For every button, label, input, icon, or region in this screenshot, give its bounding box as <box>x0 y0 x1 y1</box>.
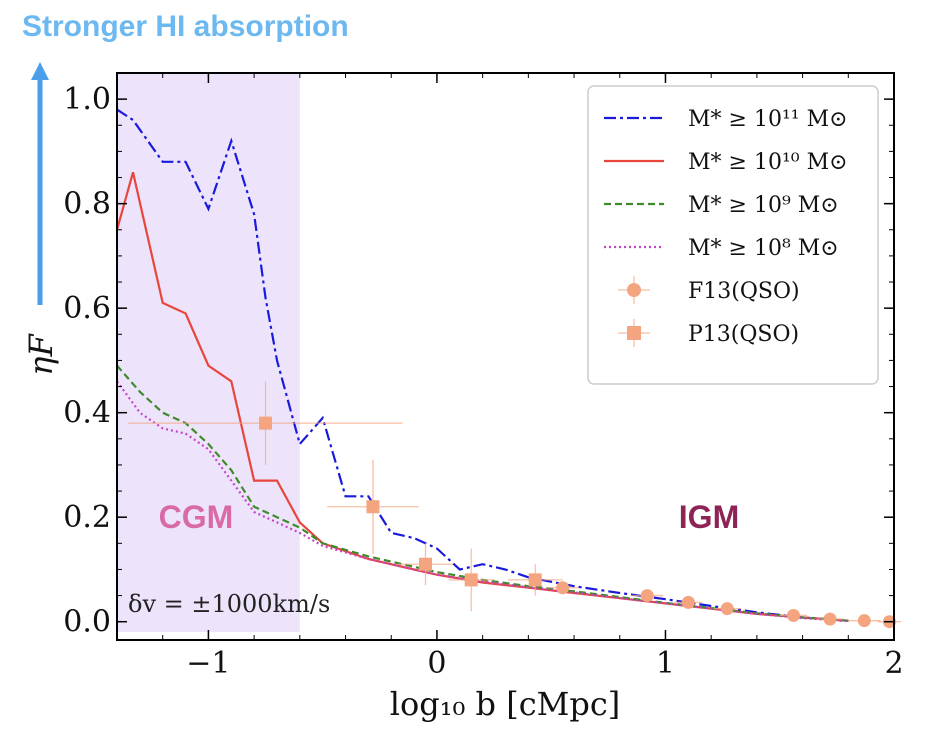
cgm-shaded-region <box>117 73 300 632</box>
y-tick-label: 0.4 <box>63 396 111 431</box>
obs-point-p13 <box>259 416 273 430</box>
legend-label-3: M* ≥ 10⁹ M⊙ <box>688 193 839 218</box>
obs-point-f13 <box>681 595 695 609</box>
x-tick-label: 2 <box>884 646 903 681</box>
obs-point-p13 <box>366 500 380 514</box>
x-tick-label: 1 <box>656 646 675 681</box>
velocity-note: δv = ±1000km/s <box>128 590 330 618</box>
legend-label-2: M* ≥ 10¹⁰ M⊙ <box>688 150 848 175</box>
plot-frame <box>116 72 895 641</box>
y-tick-label: 0.0 <box>63 605 111 640</box>
x-axis-label: log₁₀ b [cMpc] <box>390 685 621 723</box>
legend-marker-p13 <box>627 326 641 340</box>
strength-arrowhead <box>31 62 49 80</box>
banner-title: Stronger HI absorption <box>22 10 349 43</box>
obs-point-p13 <box>419 557 433 571</box>
obs-point-f13 <box>640 589 654 603</box>
legend-label-4: M* ≥ 10⁸ M⊙ <box>688 236 839 261</box>
y-tick-label: 0.6 <box>63 291 111 326</box>
y-tick-label: 0.2 <box>63 500 111 535</box>
obs-point-p13 <box>464 573 478 587</box>
obs-point-f13 <box>720 602 734 616</box>
y-tick-label: 1.0 <box>63 82 111 117</box>
obs-point-f13 <box>823 612 837 626</box>
obs-point-f13 <box>556 581 570 595</box>
legend-obs-label-1: F13(QSO) <box>688 279 800 304</box>
y-axis-label: ηF <box>22 333 60 376</box>
cgm-label: CGM <box>159 499 234 535</box>
legend-marker-f13 <box>627 283 641 297</box>
obs-point-f13 <box>786 608 800 622</box>
obs-point-f13 <box>857 614 871 628</box>
legend: M* ≥ 10¹¹ M⊙ M* ≥ 10¹⁰ M⊙ M* ≥ 10⁹ M⊙ M* ≥ … <box>587 85 879 385</box>
x-tick-label: 0 <box>427 646 446 681</box>
x-tick-label: −1 <box>186 646 230 681</box>
series-line-1 <box>116 108 849 622</box>
obs-point-p13 <box>528 573 542 587</box>
y-tick-label: 0.8 <box>63 187 111 222</box>
igm-label: IGM <box>679 499 739 535</box>
legend-label-1: M* ≥ 10¹¹ M⊙ <box>688 107 848 132</box>
legend-obs-label-2: P13(QSO) <box>688 322 799 347</box>
